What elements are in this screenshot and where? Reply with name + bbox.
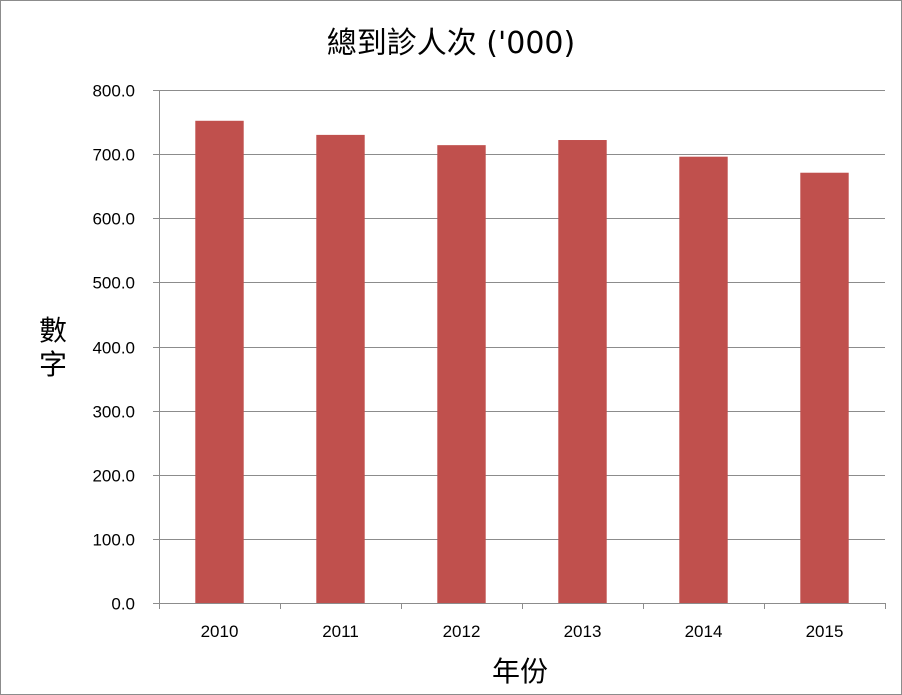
x-tick-label: 2012 (443, 622, 481, 641)
y-axis-title-group: 數字 (39, 314, 67, 381)
bar-2010 (195, 120, 244, 603)
x-tick-label: 2015 (806, 622, 844, 641)
x-tick-label: 2014 (685, 622, 723, 641)
y-tick-label: 400.0 (92, 339, 135, 358)
bar-2011 (316, 134, 365, 603)
y-tick-label: 200.0 (92, 467, 135, 486)
y-tick-label: 600.0 (92, 210, 135, 229)
x-tick-label: 2010 (201, 622, 239, 641)
x-axis-title: 年份 (492, 655, 548, 688)
gridlines (159, 90, 885, 540)
x-tick-labels: 2010 2011 2012 2013 2014 2015 (201, 622, 844, 641)
bar-2013 (558, 140, 607, 603)
bar-2015 (800, 172, 849, 603)
y-tick-labels: 0.0 100.0 200.0 300.0 400.0 500.0 600.0 700.0 80… (92, 82, 135, 614)
bar-2012 (437, 145, 486, 603)
x-tick-label: 2011 (322, 622, 359, 641)
y-tick-label: 100.0 (92, 531, 135, 550)
y-tick-label: 300.0 (92, 403, 135, 422)
bars (195, 120, 849, 603)
y-tick-label: 700.0 (92, 146, 135, 165)
y-tick-label: 0.0 (111, 595, 135, 614)
y-tick-label: 800.0 (92, 82, 135, 101)
bar-2014 (679, 156, 728, 603)
y-axis-title: 數字 (39, 314, 67, 381)
axes (153, 90, 886, 609)
y-tick-label: 500.0 (92, 274, 135, 293)
x-tick-label: 2013 (564, 622, 602, 641)
chart-title: 總到診人次 ('000) (327, 26, 575, 61)
